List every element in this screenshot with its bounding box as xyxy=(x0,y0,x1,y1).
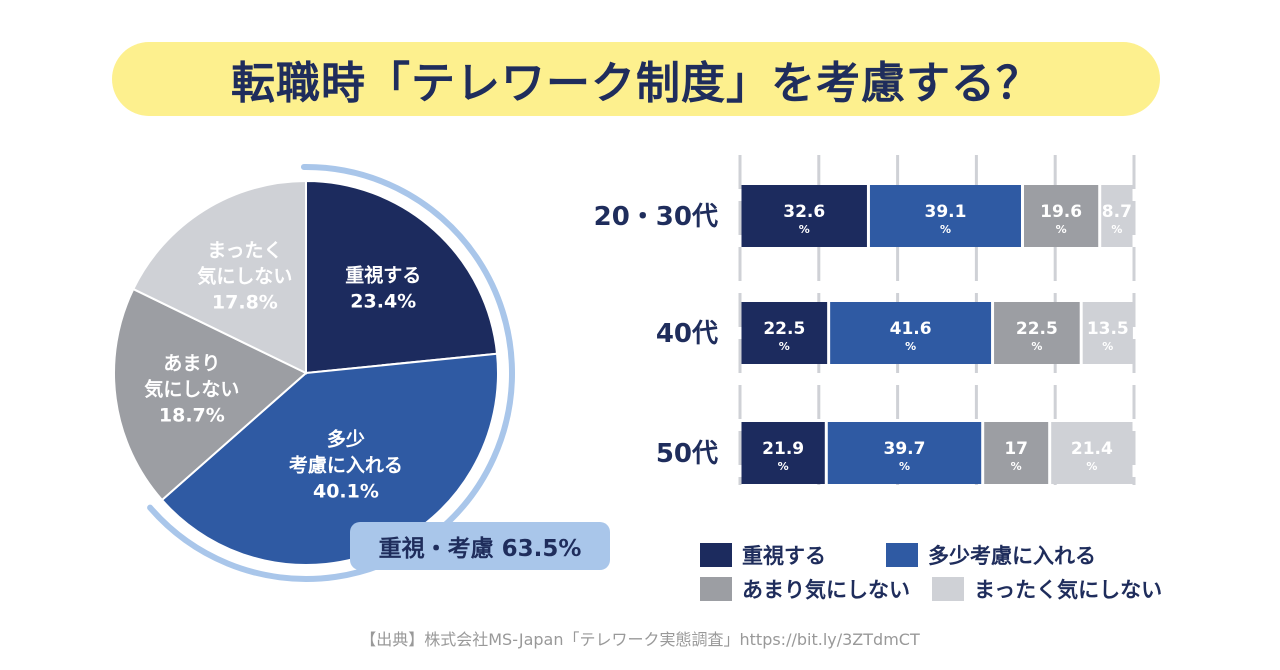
row-label-2: 40代 xyxy=(656,319,718,349)
pie-value-label-3: 18.7% xyxy=(159,405,225,427)
row-label-1: 20・30代 xyxy=(594,202,718,232)
legend-label-2: 多少考慮に入れる xyxy=(928,544,1096,568)
pie-category-label-2-1: 多少 xyxy=(327,428,365,451)
bar-value-2-3: 22.5 xyxy=(1016,319,1058,339)
bar-unit-1-3: % xyxy=(1056,223,1067,236)
bar-value-3-3: 17 xyxy=(1004,439,1028,459)
bar-unit-1-2: % xyxy=(940,223,951,236)
bar-unit-2-4: % xyxy=(1102,340,1113,353)
pie-category-label-4-2: 気にしない xyxy=(197,264,292,287)
pie-category-label-3-1: あまり xyxy=(163,353,220,375)
bar-segment-1-2 xyxy=(869,185,1021,247)
legend-label-4: まったく気にしない xyxy=(974,578,1163,602)
bar-value-2-2: 41.6 xyxy=(890,319,932,339)
title-banner: 転職時「テレワーク制度」を考慮する？ xyxy=(112,42,1160,116)
bar-value-1-4: 8.7 xyxy=(1102,202,1132,222)
bar-unit-2-1: % xyxy=(779,340,790,353)
bar-segment-1-1 xyxy=(741,185,867,247)
legend-item-3: あまり気にしない xyxy=(700,574,910,604)
legend-label-3: あまり気にしない xyxy=(742,578,910,602)
bar-unit-3-2: % xyxy=(899,460,910,473)
bar-value-3-4: 21.4 xyxy=(1071,439,1113,459)
bar-segment-3-1 xyxy=(741,422,825,484)
bar-segment-2-3 xyxy=(994,302,1080,364)
bar-value-1-2: 39.1 xyxy=(924,202,966,222)
legend-label-1: 重視する xyxy=(742,544,826,568)
bar-unit-1-1: % xyxy=(799,223,810,236)
legend: 重視する 多少考慮に入れる あまり気にしない まったく気にしない xyxy=(700,540,1260,610)
pie-highlight-ring xyxy=(147,164,515,582)
legend-swatch-3 xyxy=(700,577,732,601)
bar-unit-1-4: % xyxy=(1111,223,1122,236)
page-title: 転職時「テレワーク制度」を考慮する？ xyxy=(231,58,1041,109)
pie-category-label-1-1: 重視する xyxy=(345,264,421,287)
bar-unit-3-1: % xyxy=(778,460,789,473)
bar-unit-2-2: % xyxy=(905,340,916,353)
pie-value-label-2: 40.1% xyxy=(313,481,379,503)
bar-segment-1-3 xyxy=(1023,185,1099,247)
pie-slice-4 xyxy=(131,179,307,375)
highlight-badge: 重視・考慮 63.5% xyxy=(350,522,610,570)
bar-segment-2-2 xyxy=(830,302,992,364)
bar-value-3-2: 39.7 xyxy=(884,439,926,459)
bar-unit-3-4: % xyxy=(1086,460,1097,473)
bar-value-2-1: 22.5 xyxy=(763,319,805,339)
bar-segment-3-2 xyxy=(827,422,982,484)
bar-segment-1-4 xyxy=(1101,185,1133,247)
bar-segment-3-4 xyxy=(1051,422,1133,484)
legend-swatch-1 xyxy=(700,543,732,567)
legend-item-4: まったく気にしない xyxy=(932,574,1162,604)
pie-labels: 重視する23.4%多少考慮に入れる40.1%あまり気にしない18.7%まったく気… xyxy=(144,239,421,502)
pie-slice-3 xyxy=(113,287,308,502)
pie-chart: 重視する23.4%多少考慮に入れる40.1%あまり気にしない18.7%まったく気… xyxy=(113,164,515,582)
pie-category-label-3-2: 気にしない xyxy=(144,378,239,401)
bar-rows: 32.6%39.1%19.6%8.7%22.5%41.6%22.5%13.5%2… xyxy=(741,185,1133,484)
bar-segment-3-3 xyxy=(984,422,1049,484)
legend-item-1: 重視する xyxy=(700,540,826,570)
bar-segment-2-4 xyxy=(1082,302,1133,364)
bar-segment-2-1 xyxy=(741,302,828,364)
source-note: 【出典】株式会社MS-Japan「テレワーク実態調査」https://bit.l… xyxy=(360,630,920,649)
pie-category-label-4-1: まったく xyxy=(207,239,282,261)
bar-value-1-3: 19.6 xyxy=(1040,202,1082,222)
bar-row-labels: 20・30代 40代 50代 xyxy=(594,202,718,469)
bar-value-3-1: 21.9 xyxy=(762,439,804,459)
bar-unit-3-3: % xyxy=(1011,460,1022,473)
legend-item-2: 多少考慮に入れる xyxy=(886,540,1096,570)
bar-value-1-1: 32.6 xyxy=(783,202,825,222)
pie-highlight-arc xyxy=(147,164,515,582)
legend-swatch-2 xyxy=(886,543,918,567)
pie-value-label-4: 17.8% xyxy=(212,291,278,313)
pie-slice-1 xyxy=(305,179,499,375)
legend-swatch-4 xyxy=(932,577,964,601)
pie-category-label-2-2: 考慮に入れる xyxy=(289,455,403,477)
bar-value-2-4: 13.5 xyxy=(1087,319,1129,339)
pie-value-label-1: 23.4% xyxy=(350,291,416,313)
bar-unit-2-3: % xyxy=(1031,340,1042,353)
row-label-3: 50代 xyxy=(656,439,718,469)
stacked-bar-chart: 32.6%39.1%19.6%8.7%22.5%41.6%22.5%13.5%2… xyxy=(594,155,1136,485)
